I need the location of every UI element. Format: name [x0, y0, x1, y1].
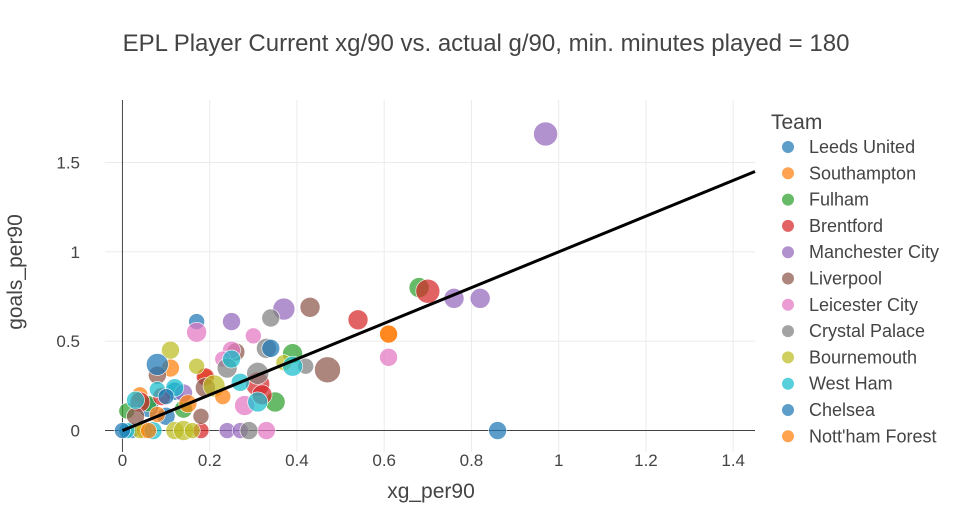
trendline-path: [121, 170, 756, 432]
chart-title: EPL Player Current xg/90 vs. actual g/90…: [123, 30, 850, 57]
data-point: [261, 339, 281, 358]
x-tick-label: 1.2: [634, 451, 658, 470]
x-tick-label: 1.4: [721, 451, 745, 470]
x-tick-label: 0.6: [372, 451, 396, 470]
legend-marker: [782, 193, 794, 206]
x-tick-label: 1: [554, 451, 563, 470]
data-point: [379, 324, 398, 344]
data-point: [247, 391, 268, 413]
x-axis-label: xg_per90: [387, 480, 475, 503]
legend-label: Leicester City: [809, 295, 918, 315]
data-point: [239, 421, 259, 440]
y-tick-label: 0.5: [56, 332, 80, 351]
x-tick-label: 0.2: [198, 451, 222, 470]
legend-marker: [782, 141, 794, 153]
legend: Team Leeds United Southampton Fulham Brentf…: [771, 111, 939, 446]
legend-label: Crystal Palace: [809, 321, 925, 341]
data-point: [379, 347, 398, 367]
legend-label: Southampton: [809, 163, 916, 183]
data-point: [222, 312, 241, 331]
data-point: [140, 422, 157, 439]
legend-marker: [782, 351, 794, 364]
trendline: [121, 170, 756, 432]
legend-label: Liverpool: [809, 269, 882, 289]
x-tick-label: 0.4: [285, 451, 309, 470]
axes: [105, 100, 755, 452]
legend-marker: [782, 167, 794, 180]
legend-marker: [782, 272, 794, 285]
legend-label: West Ham: [809, 374, 893, 394]
y-axis-label: goals_per90: [4, 214, 27, 330]
legend-label: Fulham: [809, 190, 869, 210]
legend-marker: [782, 377, 794, 390]
data-point: [222, 349, 241, 369]
data-point: [533, 121, 558, 147]
data-point: [257, 421, 276, 440]
data-point: [183, 422, 201, 439]
legend-label: Brentford: [809, 216, 883, 236]
data-point: [314, 356, 341, 384]
legend-label: Leeds United: [809, 137, 915, 157]
data-points: [114, 121, 558, 441]
data-point: [261, 308, 281, 328]
y-tick-label: 1.5: [56, 154, 80, 173]
legend-marker: [782, 246, 794, 259]
grid: [105, 100, 755, 452]
legend-label: Bournemouth: [809, 347, 917, 367]
legend-marker: [782, 404, 794, 416]
data-point: [347, 309, 369, 331]
y-tick-label: 0: [71, 422, 80, 441]
data-point: [146, 353, 169, 376]
data-point: [245, 327, 262, 345]
data-point: [126, 390, 145, 410]
legend-label: Nott'ham Forest: [809, 426, 936, 446]
data-point: [157, 388, 175, 405]
data-point: [161, 340, 180, 360]
data-point: [186, 321, 207, 343]
data-point: [192, 407, 210, 425]
tick-labels: 0 0.2 0.4 0.6 0.8 1 1.2 1.4 0 0.5 1 1.5: [56, 154, 745, 470]
data-point: [469, 288, 491, 309]
legend-title: Team: [771, 111, 822, 134]
y-tick-label: 1: [71, 243, 80, 262]
legend-marker: [782, 219, 794, 232]
x-tick-label: 0: [118, 451, 127, 470]
legend-marker: [782, 430, 794, 443]
legend-marker: [782, 325, 794, 338]
x-tick-label: 0.8: [460, 451, 484, 470]
data-point: [299, 296, 321, 318]
legend-marker: [782, 298, 794, 311]
data-point: [415, 278, 441, 304]
legend-label: Manchester City: [809, 242, 939, 262]
legend-label: Chelsea: [809, 400, 876, 420]
data-point: [188, 357, 205, 375]
data-point: [488, 421, 507, 440]
